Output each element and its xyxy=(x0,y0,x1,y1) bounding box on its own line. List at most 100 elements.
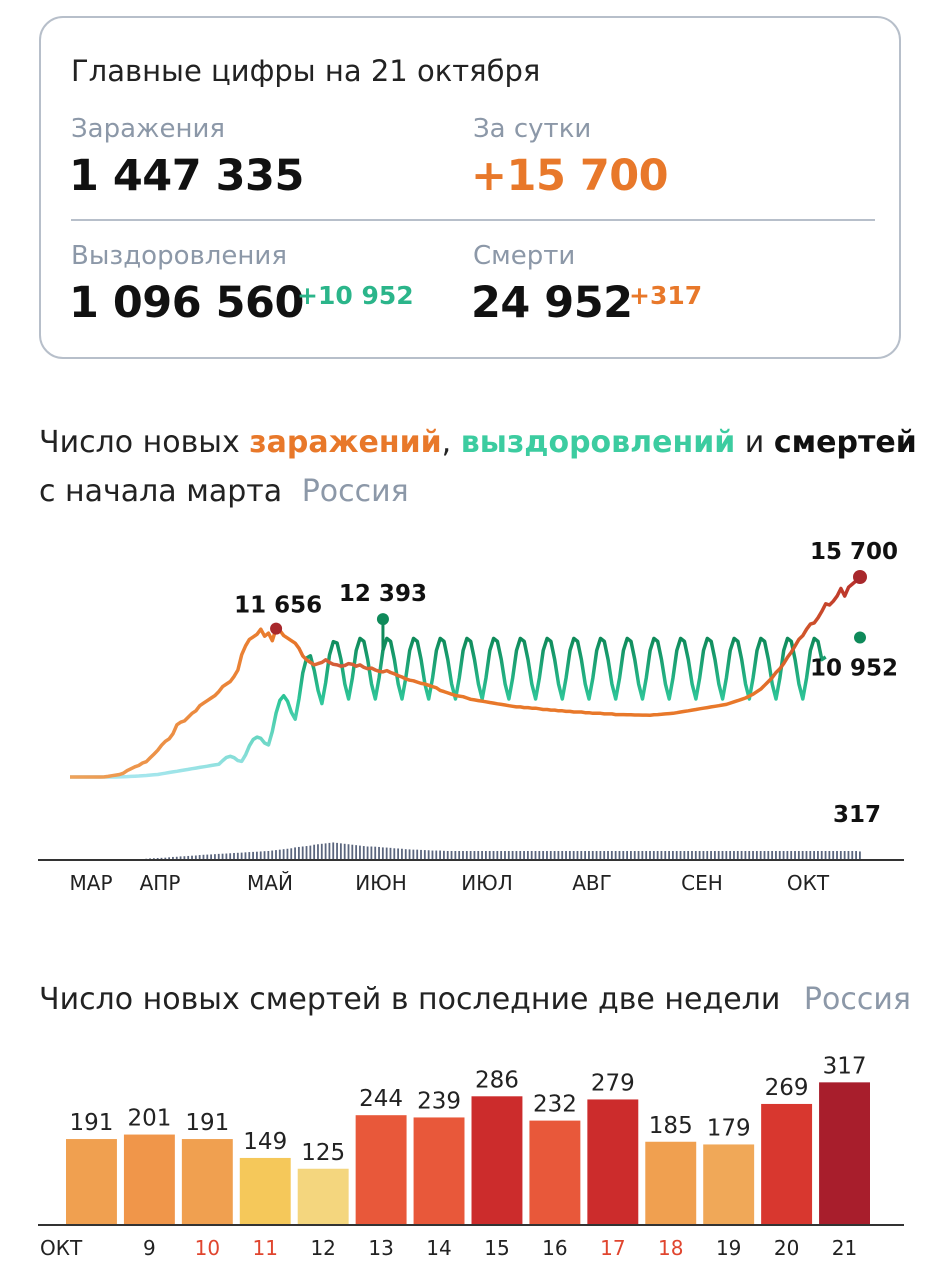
death-bar xyxy=(389,847,392,860)
month-tick-label: МАЙ xyxy=(247,871,293,895)
death-bar xyxy=(229,853,232,860)
death-bar xyxy=(664,851,667,860)
death-bar xyxy=(813,851,816,860)
death-bar xyxy=(328,842,331,860)
death-bar xyxy=(851,851,854,860)
death-bar xyxy=(717,851,720,860)
death-bar xyxy=(339,843,342,860)
chart1-title-a: Число новых xyxy=(39,425,250,460)
death-bar xyxy=(488,851,491,860)
death-bar xyxy=(469,851,472,860)
death-bar xyxy=(755,851,758,860)
summary-title: Главные цифры на 21 октября xyxy=(71,54,541,88)
death-bar xyxy=(565,851,567,860)
death-bar xyxy=(408,849,411,860)
bar-value-label: 179 xyxy=(707,1115,751,1141)
death-bar xyxy=(252,851,254,860)
death-bar xyxy=(626,851,628,860)
deaths-label: Смерти xyxy=(473,241,576,271)
death-bar xyxy=(473,851,476,860)
death-bar xyxy=(649,851,651,860)
death-bar xyxy=(553,851,556,860)
death-bar xyxy=(194,855,197,860)
death-bar xyxy=(420,849,422,860)
death-bar xyxy=(759,851,762,860)
death-bar xyxy=(351,844,354,860)
death-bar xyxy=(313,844,316,860)
death-bar xyxy=(809,851,812,860)
bar-value-label: 232 xyxy=(533,1092,577,1118)
death-day-bar xyxy=(703,1144,755,1225)
death-bar xyxy=(652,851,655,860)
death-bar xyxy=(744,851,747,860)
death-bar xyxy=(359,845,361,860)
death-bar xyxy=(236,852,239,860)
death-bar xyxy=(404,849,407,860)
death-bar xyxy=(656,851,659,860)
death-bar xyxy=(832,851,835,860)
death-bar xyxy=(286,848,289,860)
death-bar xyxy=(412,849,415,860)
death-bar xyxy=(275,850,277,860)
death-bar xyxy=(225,853,228,860)
recoveries-line xyxy=(70,636,827,779)
death-bar xyxy=(836,851,838,860)
death-bar xyxy=(534,851,537,860)
chart-annotation: 12 393 xyxy=(339,581,427,607)
death-bar xyxy=(775,851,777,860)
death-bar xyxy=(771,851,774,860)
death-bar xyxy=(523,851,525,860)
death-bar xyxy=(168,857,171,860)
bar-tick-label: 9 xyxy=(143,1236,156,1260)
month-tick-label: МАР xyxy=(70,871,113,895)
death-bar xyxy=(206,854,209,860)
bar-tick-label: 17 xyxy=(600,1236,625,1260)
death-bar xyxy=(423,850,426,860)
death-bar xyxy=(630,851,632,860)
bar-tick-label: 11 xyxy=(253,1236,278,1260)
summary-card: Главные цифры на 21 октября Заражения 1 … xyxy=(39,16,901,359)
death-bar xyxy=(233,852,235,860)
death-bar xyxy=(778,851,781,860)
recoveries-peak-marker xyxy=(376,613,389,626)
death-bar xyxy=(797,851,800,860)
death-bar xyxy=(175,856,178,860)
death-day-bar xyxy=(297,1168,349,1225)
death-bar xyxy=(271,850,274,860)
bar-value-label: 149 xyxy=(243,1129,287,1155)
bar-tick-label: 12 xyxy=(310,1236,335,1260)
infections-last-marker xyxy=(853,570,867,584)
bar-tick-label: 14 xyxy=(426,1236,451,1260)
death-day-bar xyxy=(471,1096,523,1225)
death-bar xyxy=(385,847,388,860)
death-bar xyxy=(572,851,575,860)
chart1-region: Россия xyxy=(301,474,409,509)
death-bar xyxy=(568,851,571,860)
death-bar xyxy=(240,852,243,860)
bar-tick-label: 13 xyxy=(368,1236,393,1260)
death-bar xyxy=(622,851,625,860)
death-bar xyxy=(191,855,193,860)
bar-value-label: 269 xyxy=(765,1075,809,1101)
summary-divider xyxy=(71,219,875,221)
chart1-title-deaths: смертей xyxy=(773,425,917,460)
death-bar xyxy=(687,851,690,860)
per-day-value: +15 700 xyxy=(471,151,669,201)
death-day-bar xyxy=(181,1139,233,1225)
death-bar xyxy=(725,851,728,860)
bar-tick-label: 15 xyxy=(484,1236,509,1260)
death-bar xyxy=(786,851,789,860)
death-bar xyxy=(542,851,545,860)
death-bar xyxy=(820,851,823,860)
death-bar xyxy=(519,851,522,860)
chart2-title-text: Число новых смертей в последние две неде… xyxy=(39,982,781,1017)
chart-annotation: 10 952 xyxy=(810,655,898,681)
death-bar xyxy=(401,848,403,860)
death-bar xyxy=(374,846,377,860)
death-bar xyxy=(477,851,480,860)
death-bar xyxy=(683,851,686,860)
chart1-subtitle-text: с начала марта xyxy=(39,474,283,509)
death-bar xyxy=(362,846,365,860)
death-bar xyxy=(645,851,648,860)
